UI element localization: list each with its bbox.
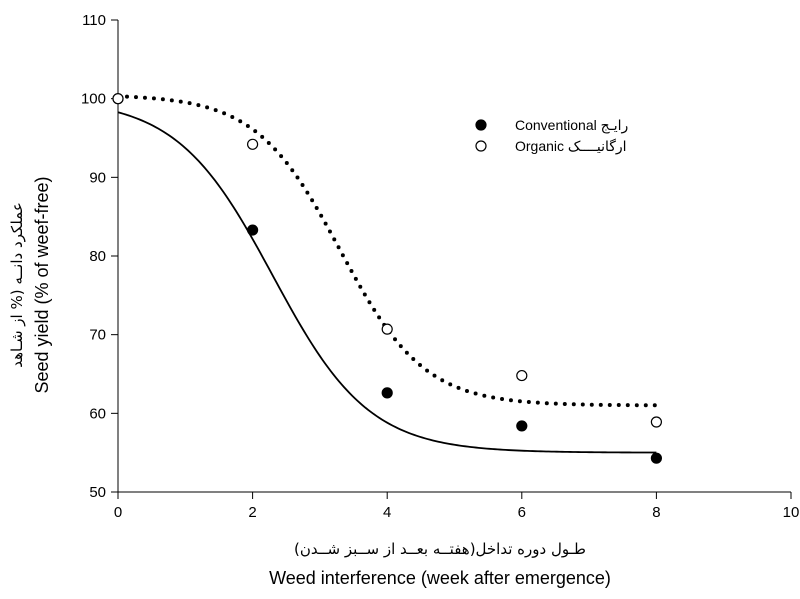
- point-organic: [516, 369, 528, 382]
- x-tick-label: 10: [783, 504, 800, 521]
- legend: Conventional رایـج Organic ارگانیــــک: [475, 117, 628, 155]
- x-axis-title: Weed interference (week after emergence): [269, 568, 611, 588]
- y-tick-label: 110: [82, 12, 106, 29]
- legend-label-organic: Organic ارگانیــــک: [515, 138, 627, 155]
- point-organic: [381, 323, 393, 335]
- y-tick-label: 90: [89, 169, 106, 186]
- point-conventional: [247, 224, 259, 236]
- y-axis-title: Seed yield (% of weef-free): [32, 176, 52, 393]
- point-organic: [247, 138, 259, 150]
- legend-marker-organic: [475, 140, 487, 152]
- axes: 0 2 4 6 8 10 50 60 70 80 90 100 110: [81, 12, 799, 521]
- fit-curve-organic: [116, 94, 659, 408]
- x-tick-label: 2: [248, 504, 256, 521]
- fit-curve-conventional: [117, 111, 657, 454]
- y-tick-label: 60: [89, 405, 106, 422]
- point-organic: [650, 416, 663, 428]
- y-tick-label: 70: [89, 327, 106, 344]
- y-tick-label: 100: [81, 91, 106, 108]
- x-tick-label: 6: [518, 504, 526, 521]
- point-conventional: [516, 420, 528, 432]
- x-axis-title-fa: طـول دوره تداخل(هفتــه بعــد از ســبز شـ…: [294, 540, 586, 558]
- fit-curves: [116, 94, 659, 454]
- legend-marker-conventional: [475, 119, 487, 131]
- point-conventional: [650, 452, 663, 464]
- x-tick-label: 4: [383, 504, 391, 521]
- data-points: [112, 93, 663, 464]
- point-organic: [112, 93, 124, 105]
- point-conventional: [381, 387, 393, 399]
- x-tick-label: 0: [114, 504, 122, 521]
- y-tick-label: 80: [89, 248, 106, 265]
- x-tick-label: 8: [652, 504, 660, 521]
- y-tick-label: 50: [89, 484, 106, 501]
- legend-label-conventional: Conventional رایـج: [515, 117, 628, 134]
- y-axis-title-fa: عملکرد دانــه (% از شـاهد: [8, 202, 26, 368]
